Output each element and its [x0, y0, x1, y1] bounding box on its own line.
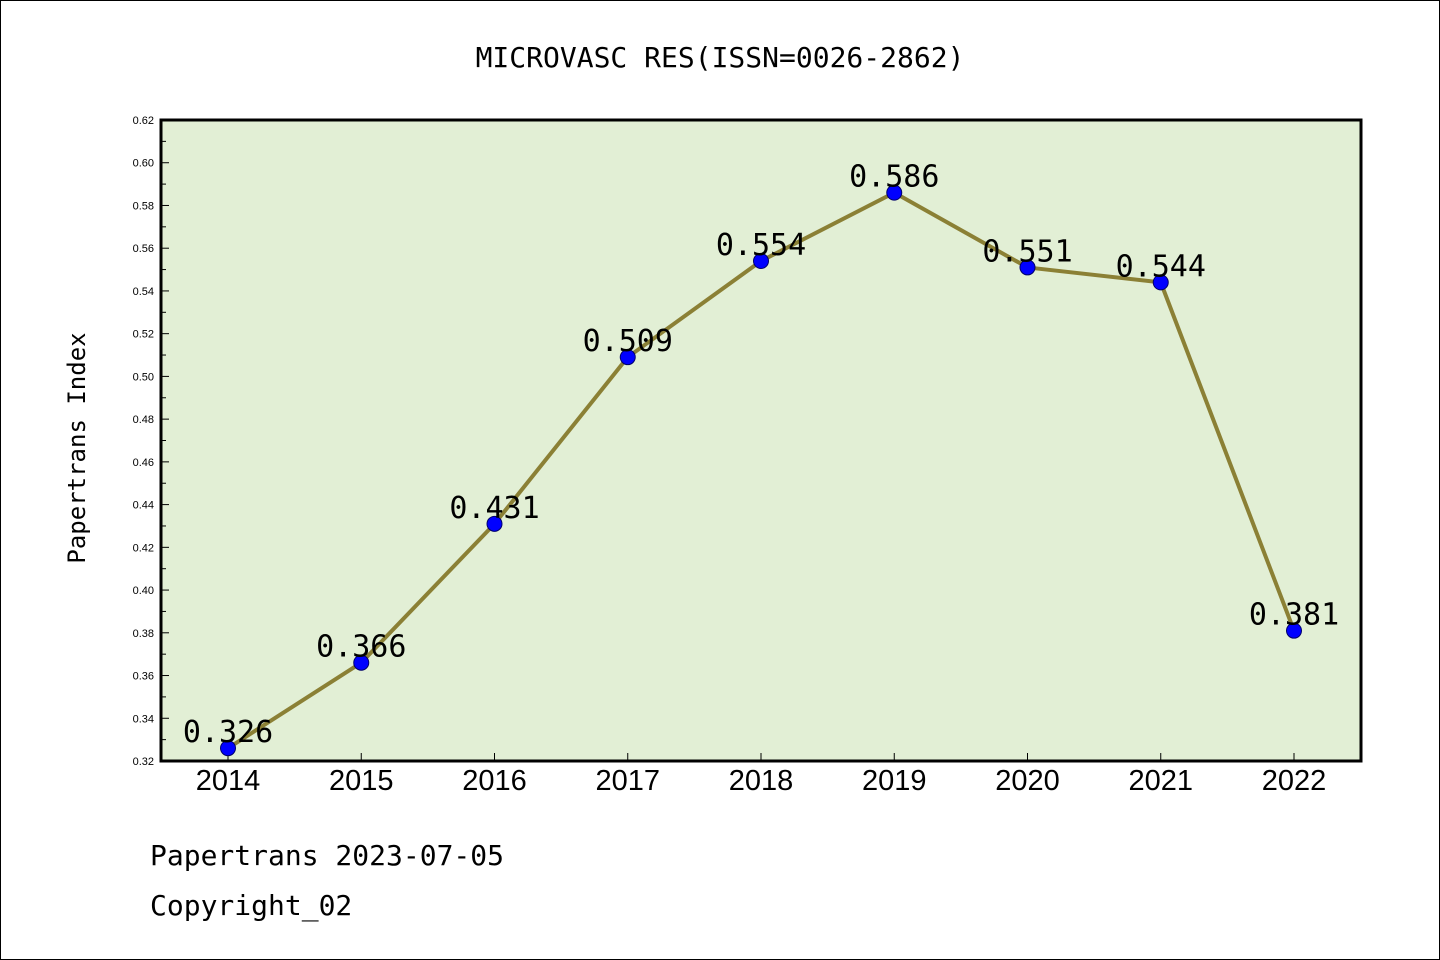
y-tick-label: 0.34 — [133, 713, 154, 725]
data-point — [1286, 622, 1302, 639]
data-label: 0.554 — [716, 228, 806, 263]
data-label: 0.366 — [316, 630, 406, 665]
data-label: 0.509 — [583, 324, 673, 359]
x-axis: 2014 2015 2016 2017 2018 2019 2020 2021 2022 — [196, 753, 1327, 797]
data-point — [619, 349, 636, 366]
data-point — [220, 740, 236, 757]
data-point — [753, 253, 769, 270]
y-tick-label: 0.52 — [133, 329, 154, 341]
y-tick-label: 0.54 — [133, 286, 154, 298]
data-label: 0.381 — [1249, 598, 1339, 633]
data-point — [353, 654, 370, 671]
y-tick-label: 0.42 — [133, 542, 154, 554]
x-tick-label: 2016 — [462, 765, 527, 797]
y-tick-label: 0.32 — [133, 756, 154, 768]
x-tick-label: 2017 — [595, 765, 660, 797]
x-tick-label: 2020 — [995, 765, 1060, 797]
data-labels: 0.326 0.366 0.431 0.509 0.554 0.586 0.551 0.544… — [183, 160, 1339, 751]
data-label: 0.586 — [849, 160, 939, 195]
data-point — [886, 184, 903, 201]
y-axis-label: Papertrans Index — [63, 332, 91, 563]
x-tick-label: 2022 — [1262, 765, 1327, 797]
plot-area — [161, 120, 1361, 761]
y-axis: 0.32 0.34 0.36 0.38 0.40 0.42 0.44 0.46 0.48 0.50… — [133, 115, 169, 768]
y-tick-label: 0.46 — [133, 457, 154, 469]
y-tick-label: 0.60 — [133, 158, 154, 170]
y-tick-label: 0.36 — [133, 671, 154, 683]
plot-frame — [159, 118, 1363, 763]
y-tick-label: 0.44 — [133, 500, 154, 512]
data-label: 0.326 — [183, 715, 273, 750]
data-label: 0.544 — [1116, 249, 1206, 284]
data-label: 0.551 — [982, 234, 1072, 269]
data-label: 0.431 — [449, 491, 539, 526]
x-tick-label: 2015 — [329, 765, 394, 797]
y-tick-label: 0.38 — [133, 628, 154, 640]
chart-title: MICROVASC RES(ISSN=0026-2862) — [476, 41, 965, 74]
x-tick-label: 2019 — [862, 765, 927, 797]
footer-copyright: Copyright_02 — [150, 889, 352, 923]
y-tick-label: 0.56 — [133, 243, 154, 255]
data-point — [1152, 274, 1169, 291]
data-point — [1019, 259, 1036, 276]
y-tick-label: 0.50 — [133, 371, 154, 383]
y-tick-label: 0.48 — [133, 414, 154, 426]
y-tick-label: 0.58 — [133, 200, 154, 212]
data-point — [486, 515, 503, 532]
y-tick-label: 0.62 — [133, 115, 154, 127]
x-tick-label: 2018 — [729, 765, 794, 797]
y-tick-label: 0.40 — [133, 585, 154, 597]
x-tick-label: 2014 — [196, 765, 261, 797]
x-tick-label: 2021 — [1128, 765, 1193, 797]
footer-date: Papertrans 2023-07-05 — [150, 839, 504, 872]
data-markers — [220, 184, 1302, 757]
